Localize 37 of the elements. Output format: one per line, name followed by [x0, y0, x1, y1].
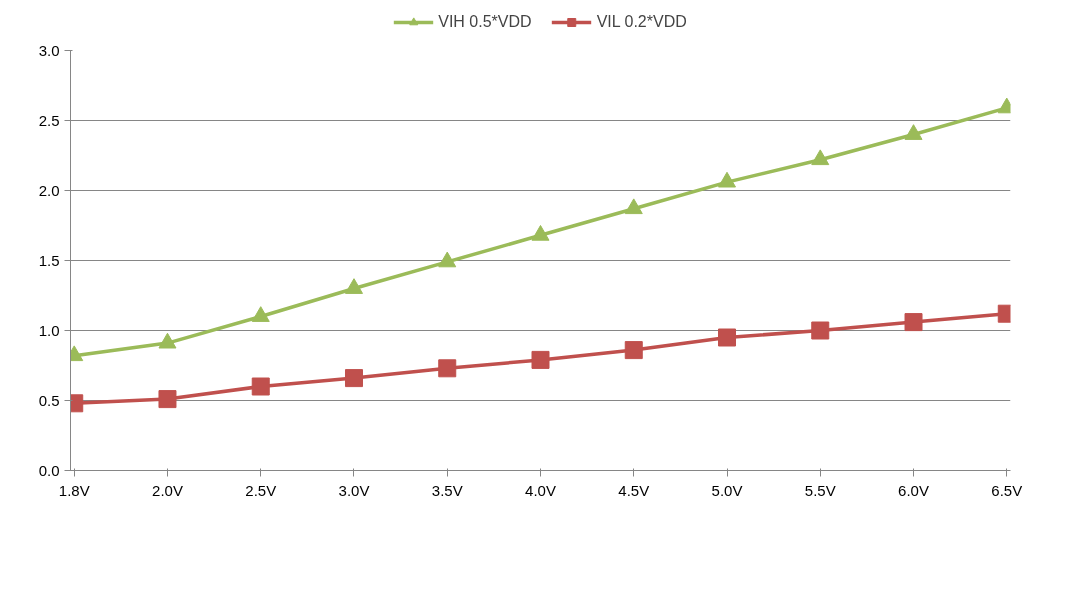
x-tick-label: 5.0V — [711, 481, 743, 499]
point — [251, 377, 270, 396]
point — [904, 313, 923, 332]
point — [438, 251, 457, 268]
point — [718, 171, 737, 188]
y-tick-label: 2.0 — [38, 181, 60, 199]
point — [811, 321, 830, 340]
point — [718, 328, 737, 347]
x-tick-label: 1.8V — [58, 481, 90, 499]
legend-label: VIL 0.2*VDD — [596, 13, 687, 31]
point — [251, 306, 270, 322]
x-tick-label: 4.0V — [525, 481, 556, 499]
point — [531, 224, 550, 241]
point — [811, 149, 830, 166]
legend-label: VIH 0.5*VDD — [438, 13, 532, 31]
x-tick-label: 6.0V — [898, 481, 929, 499]
x-tick-label: 5.5V — [804, 481, 836, 499]
y-tick-label: 2.5 — [38, 111, 60, 129]
point — [158, 390, 177, 409]
point — [904, 124, 923, 140]
point — [624, 341, 643, 360]
y-tick-label: 3.0 — [38, 41, 60, 59]
x-tick-label: 6.5V — [991, 481, 1023, 499]
point — [438, 359, 457, 378]
point — [624, 198, 643, 215]
x-tick-label: 3.0V — [338, 481, 370, 499]
x-tick-label: 3.5V — [431, 481, 463, 499]
point — [344, 369, 363, 388]
x-tick-label: 2.5V — [245, 481, 277, 499]
x-tick-label: 2.0V — [152, 481, 183, 499]
point — [344, 278, 363, 294]
y-tick-label: 1.0 — [38, 321, 60, 339]
x-tick-label: 4.5V — [618, 481, 650, 499]
y-tick-label: 1.5 — [38, 251, 60, 269]
y-tick-label: 0.0 — [38, 461, 60, 479]
y-tick-label: 0.5 — [38, 391, 60, 409]
point — [531, 350, 550, 369]
